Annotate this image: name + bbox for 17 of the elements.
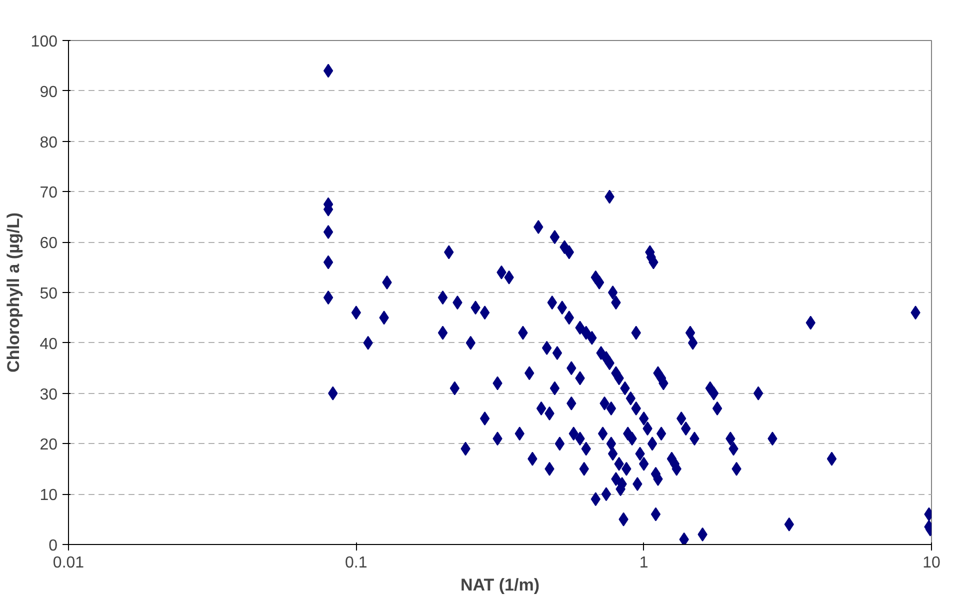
y-tick-label: 70: [40, 184, 58, 202]
y-tick-label: 80: [40, 134, 58, 152]
y-tick-label: 30: [40, 386, 58, 404]
x-tick-label: 1: [639, 554, 648, 572]
y-axis-title: Chlorophyll a (µg/L): [4, 212, 23, 372]
x-axis-title: NAT (1/m): [460, 576, 540, 594]
y-tick-label: 100: [30, 34, 58, 50]
x-tick-label: 0.01: [52, 554, 84, 572]
y-tick-label: 60: [40, 235, 58, 252]
x-tick-label: 0.1: [345, 554, 368, 572]
y-tick-label: 20: [40, 436, 58, 454]
y-tick-label: 10: [40, 487, 58, 504]
y-tick-label: 50: [40, 286, 58, 302]
y-tick-label: 40: [40, 336, 58, 353]
x-tick-label: 10: [922, 554, 940, 572]
y-tick-label: 0: [48, 538, 58, 554]
y-tick-label: 90: [40, 84, 58, 101]
